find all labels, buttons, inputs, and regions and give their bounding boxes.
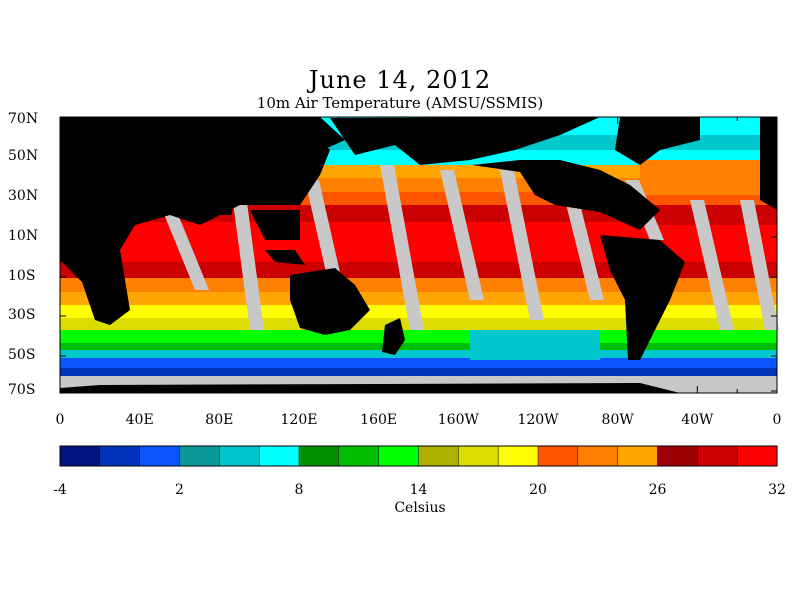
colorbar-segment — [179, 446, 220, 466]
colorbar-segment — [577, 446, 618, 466]
latitude-label: 50N — [8, 148, 39, 164]
colorbar-segment — [657, 446, 698, 466]
colorbar-tick-label: 20 — [529, 482, 547, 498]
colorbar-tick-label: 32 — [768, 482, 786, 498]
colorbar-tick-label: 26 — [648, 482, 667, 498]
map-title: June 14, 2012 — [308, 66, 492, 94]
missing-swath — [560, 180, 604, 300]
missing-swath — [440, 170, 484, 300]
longitude-label: 0 — [772, 412, 782, 428]
land-masses — [60, 117, 777, 393]
land-mass — [330, 117, 600, 165]
temperature-band — [640, 160, 777, 195]
missing-swath — [740, 200, 779, 330]
colorbar-segment — [697, 446, 738, 466]
latitude-label: 70S — [8, 382, 36, 398]
land-mass — [60, 383, 680, 393]
longitude-label: 120E — [280, 412, 318, 428]
longitude-label: 80E — [205, 412, 234, 428]
missing-swath — [305, 180, 344, 290]
temperature-band — [470, 330, 600, 360]
land-mass — [382, 318, 405, 355]
land-mass — [60, 172, 125, 200]
colorbar-segment — [338, 446, 379, 466]
land-mass — [290, 268, 370, 335]
temperature-band — [60, 358, 777, 368]
temperature-band — [60, 350, 777, 358]
missing-data-swaths — [60, 165, 779, 393]
land-mass — [760, 117, 777, 210]
longitude-label: 40E — [125, 412, 154, 428]
colorbar-segment — [259, 446, 299, 466]
latitude-label: 50S — [8, 347, 36, 363]
longitude-label: 80W — [601, 412, 634, 428]
longitude-label: 160W — [437, 412, 479, 428]
latitude-label: 10S — [8, 268, 36, 284]
colorbar — [59, 445, 778, 467]
longitude-label: 120W — [517, 412, 559, 428]
latitude-label: 10N — [8, 228, 39, 244]
land-mass — [615, 117, 700, 165]
colorbar-segment — [538, 446, 578, 466]
colorbar-segment — [498, 446, 538, 466]
map-subtitle: 10m Air Temperature (AMSU/SSMIS) — [256, 94, 544, 112]
colorbar-segment — [378, 446, 419, 466]
temperature-band — [60, 343, 777, 350]
longitude-label: 40W — [681, 412, 714, 428]
longitude-label: 0 — [55, 412, 65, 428]
land-mass — [600, 235, 685, 360]
land-mass — [130, 117, 345, 180]
temperature-band — [60, 330, 777, 343]
latitude-label: 30S — [8, 307, 36, 323]
axis-ticks — [59, 117, 778, 393]
colorbar-segment — [418, 446, 459, 466]
colorbar-segment — [139, 446, 180, 466]
colorbar-segment — [458, 446, 499, 466]
colorbar-tick-label: 8 — [294, 482, 304, 498]
colorbar-tick-label: 2 — [175, 482, 184, 498]
colorbar-segment — [99, 446, 140, 466]
colorbar-unit: Celsius — [394, 500, 446, 516]
temperature-band — [60, 262, 777, 278]
colorbar-segment — [60, 446, 100, 466]
colorbar-tick-label: 14 — [409, 482, 428, 498]
colorbar-tick-label: -4 — [53, 482, 67, 498]
colorbar-segment — [617, 446, 658, 466]
missing-swath — [380, 165, 424, 330]
land-mass — [190, 190, 232, 215]
land-mass — [250, 210, 300, 240]
colorbar-segment — [219, 446, 260, 466]
latitude-label: 70N — [8, 111, 39, 127]
land-mass — [265, 250, 305, 265]
longitude-label: 160E — [360, 412, 398, 428]
missing-swath — [500, 170, 544, 320]
land-mass — [472, 160, 660, 230]
missing-swath — [690, 200, 734, 330]
latitude-label: 30N — [8, 188, 39, 204]
colorbar-segment — [737, 446, 777, 466]
colorbar-segment — [299, 446, 339, 466]
missing-swath — [230, 180, 264, 330]
